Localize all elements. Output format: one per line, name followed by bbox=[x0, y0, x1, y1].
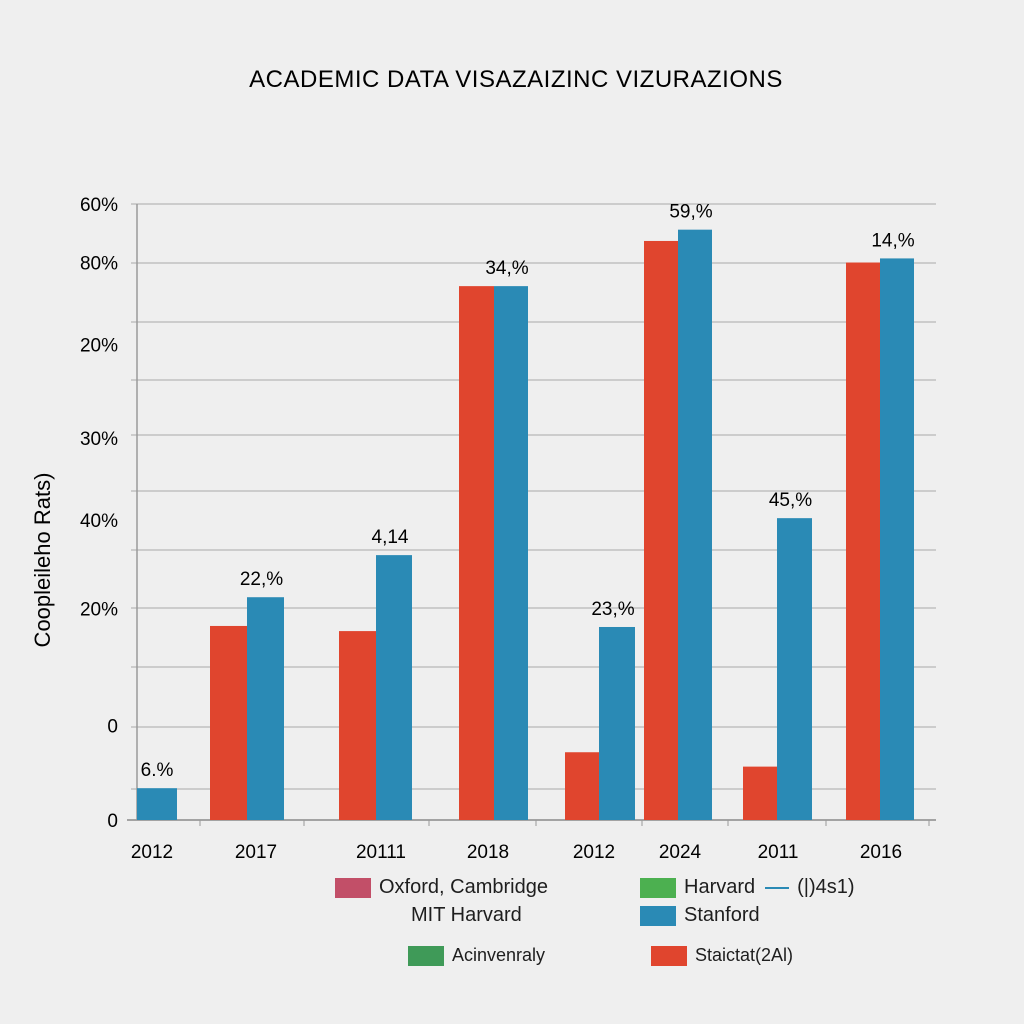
red-bar-2016 bbox=[846, 262, 880, 820]
legend-swatch bbox=[335, 877, 371, 898]
blue-bar-2018 bbox=[494, 286, 528, 821]
legend-item-harvard: Harvard (|)4s1) bbox=[640, 876, 855, 899]
y-tick-label: 40% bbox=[80, 511, 118, 532]
data-label: 22,% bbox=[240, 569, 283, 590]
red-bar-20111 bbox=[339, 631, 376, 820]
data-label: 59,% bbox=[669, 202, 712, 223]
data-label: 14,% bbox=[871, 230, 914, 251]
blue-bar-2011 bbox=[777, 518, 812, 820]
legend-item-staictat: Staictat(2Al) bbox=[651, 945, 793, 966]
blue-bar-20111 bbox=[376, 555, 412, 820]
legend-label: MIT Harvard bbox=[411, 904, 522, 926]
bars bbox=[137, 229, 914, 821]
red-bar-2017 bbox=[210, 625, 247, 820]
legend-label: Oxford, Cambridge bbox=[379, 876, 548, 898]
red-bar-2024 bbox=[644, 240, 678, 820]
legend-item-mit-harvard: MIT Harvard bbox=[411, 904, 522, 927]
data-label: 6.% bbox=[141, 760, 174, 781]
legend-line-icon bbox=[765, 886, 790, 889]
legend-label: Stanford bbox=[684, 904, 760, 926]
red-bar-2012 bbox=[565, 752, 599, 820]
legend-item-acinvenraly: Acinvenraly bbox=[408, 945, 545, 966]
x-tick-label: 2016 bbox=[860, 842, 902, 863]
y-tick-label: 0 bbox=[107, 717, 118, 738]
y-tick-label: 20% bbox=[80, 336, 118, 357]
data-label: 23,% bbox=[591, 599, 634, 620]
y-tick-label: 0 bbox=[107, 811, 118, 832]
blue-bar-2016 bbox=[880, 258, 914, 820]
legend-swatch bbox=[640, 905, 676, 926]
red-bar-2018 bbox=[459, 286, 494, 821]
red-bar-2011 bbox=[743, 766, 777, 820]
y-tick-label: 60% bbox=[80, 195, 118, 216]
legend-item-stanford: Stanford bbox=[640, 904, 760, 927]
data-label: 45,% bbox=[769, 490, 812, 511]
x-tick-label: 2011 bbox=[758, 842, 799, 863]
legend-label: Harvard bbox=[684, 876, 756, 898]
data-label: 4,14 bbox=[372, 527, 409, 548]
y-tick-label: 30% bbox=[80, 429, 118, 450]
blue-bar-2012 bbox=[599, 626, 635, 820]
y-tick-label: 20% bbox=[80, 600, 118, 621]
x-tick-label: 2012 bbox=[131, 842, 173, 863]
x-tick-label: 20111 bbox=[356, 842, 406, 863]
x-axis-ticks: 2012 2017 20111 2018 2012 2024 2011 2016 bbox=[131, 820, 930, 863]
legend-swatch bbox=[640, 877, 676, 898]
legend-label: Acinvenraly bbox=[452, 945, 546, 965]
legend-suffix: (|)4s1) bbox=[797, 876, 855, 898]
data-label: 34,% bbox=[485, 258, 528, 279]
y-tick-label: 80% bbox=[80, 254, 118, 275]
y-axis-ticks: 60% 80% 20% 30% 40% 20% 0 0 bbox=[80, 195, 118, 832]
chart-title: ACADEMIC DATA VISAZAIZINC VIZURAZIONS bbox=[249, 66, 783, 93]
data-labels: 6.% 22,% 4,14 34,% 23,% 59,% 45,% 14,% bbox=[141, 202, 915, 782]
x-tick-label: 2017 bbox=[235, 842, 277, 863]
y-axis-label: Coopleileho Rats) bbox=[30, 473, 55, 648]
blue-bar-2024 bbox=[678, 229, 712, 820]
x-tick-label: 2024 bbox=[659, 842, 702, 863]
legend-swatch bbox=[651, 945, 687, 966]
blue-bar-2012 bbox=[137, 788, 177, 820]
legend-swatch bbox=[408, 945, 444, 966]
legend-label: Staictat(2Al) bbox=[695, 945, 794, 965]
blue-bar-2017 bbox=[247, 597, 284, 820]
x-tick-label: 2018 bbox=[467, 842, 509, 863]
legend-item-oxford-cambridge: Oxford, Cambridge bbox=[335, 876, 548, 899]
x-tick-label: 2012 bbox=[573, 842, 615, 863]
